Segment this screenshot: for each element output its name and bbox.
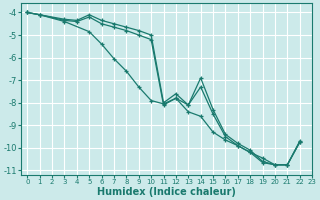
X-axis label: Humidex (Indice chaleur): Humidex (Indice chaleur) (97, 187, 236, 197)
